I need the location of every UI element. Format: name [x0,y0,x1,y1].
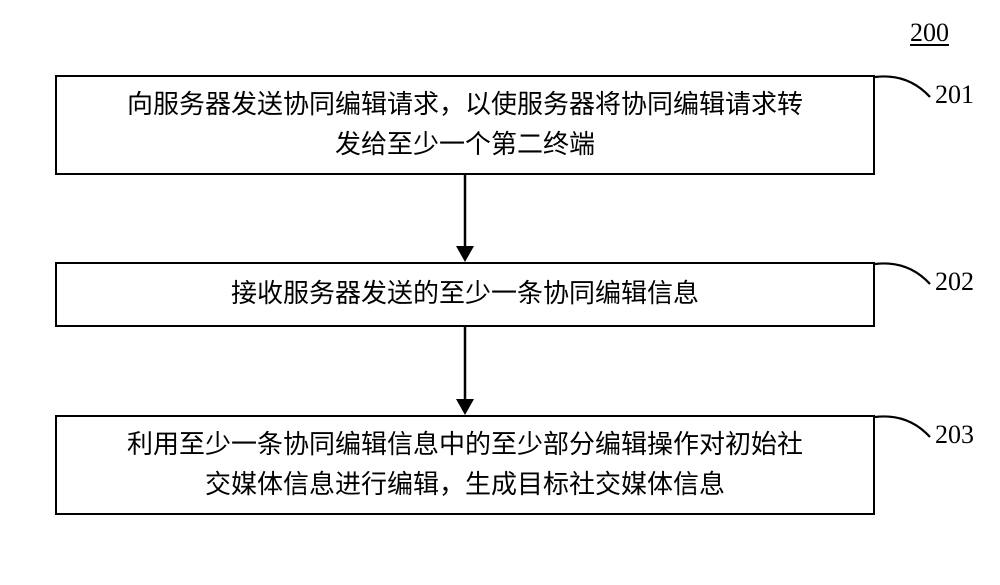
flowchart-step-1: 向服务器发送协同编辑请求，以使服务器将协同编辑请求转 发给至少一个第二终端 [55,75,875,175]
flowchart-step-2-text: 接收服务器发送的至少一条协同编辑信息 [231,274,699,314]
flowchart-container: 200 向服务器发送协同编辑请求，以使服务器将协同编辑请求转 发给至少一个第二终… [0,0,1000,585]
flowchart-step-3-text: 利用至少一条协同编辑信息中的至少部分编辑操作对初始社 交媒体信息进行编辑，生成目… [127,425,803,506]
step-number-201: 201 [935,80,974,110]
flowchart-step-3: 利用至少一条协同编辑信息中的至少部分编辑操作对初始社 交媒体信息进行编辑，生成目… [55,415,875,515]
flowchart-step-1-text: 向服务器发送协同编辑请求，以使服务器将协同编辑请求转 发给至少一个第二终端 [127,85,803,166]
flowchart-step-2: 接收服务器发送的至少一条协同编辑信息 [55,262,875,327]
step-number-203: 203 [935,420,974,450]
step-number-202: 202 [935,267,974,297]
figure-number: 200 [910,18,949,48]
